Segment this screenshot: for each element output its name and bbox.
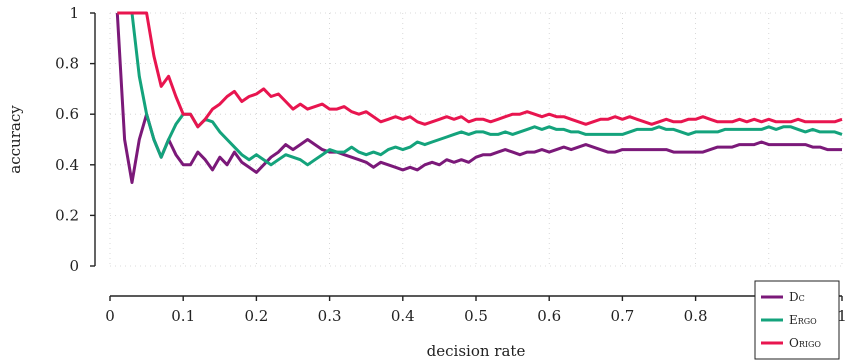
x-tick-label: 0 bbox=[105, 307, 115, 325]
x-tick-label: 0.4 bbox=[391, 307, 415, 325]
axes bbox=[90, 12, 843, 301]
x-tick-label: 0.2 bbox=[244, 307, 268, 325]
x-tick-label: 0.7 bbox=[610, 307, 634, 325]
legend-label-origo: Origo bbox=[789, 336, 821, 350]
legend: Dc Ergo Origo bbox=[754, 280, 840, 360]
x-tick-label: 1 bbox=[837, 307, 846, 325]
y-tick-label: 1 bbox=[69, 4, 79, 22]
legend-label-ergo: Ergo bbox=[789, 313, 817, 327]
series-line-ergo bbox=[117, 11, 843, 167]
y-tick-label: 0.8 bbox=[55, 55, 79, 73]
x-tick-label: 0.6 bbox=[537, 307, 561, 325]
x-tick-label: 0.1 bbox=[171, 307, 195, 325]
grid bbox=[109, 12, 843, 267]
y-tick-label: 0 bbox=[69, 257, 79, 275]
x-axis-label: decision rate bbox=[427, 342, 526, 360]
y-tick-label: 0.2 bbox=[55, 206, 79, 224]
series-line-origo bbox=[117, 11, 843, 129]
x-tick-label: 0.8 bbox=[684, 307, 708, 325]
x-tick-label: 0.3 bbox=[318, 307, 342, 325]
legend-label-dc: Dc bbox=[789, 290, 805, 304]
y-tick-label: 0.6 bbox=[55, 105, 79, 123]
series-line-dc bbox=[115, 12, 842, 184]
series-lines bbox=[115, 11, 843, 184]
x-tick-label: 0.5 bbox=[464, 307, 488, 325]
y-axis-label: accuracy bbox=[6, 105, 24, 174]
y-tick-label: 0.4 bbox=[55, 156, 79, 174]
